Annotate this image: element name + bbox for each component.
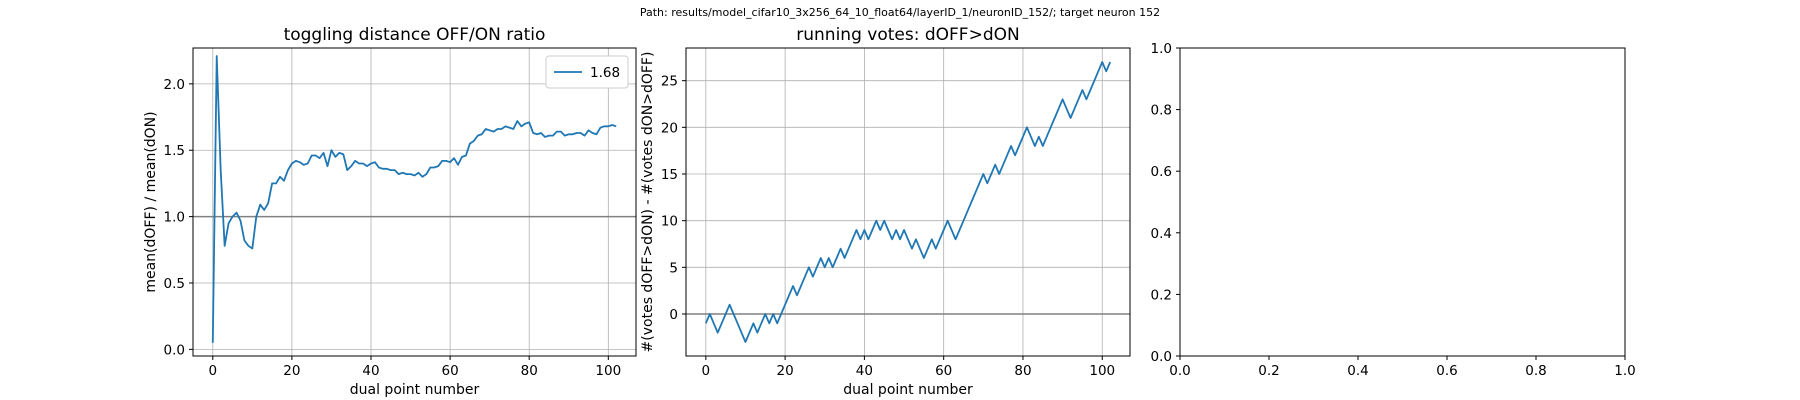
- y-tick-label: 0.0: [164, 342, 185, 358]
- x-tick-label: 40: [362, 363, 379, 379]
- y-tick-label: 2.0: [164, 77, 185, 93]
- x-tick-label: 0.6: [1436, 363, 1457, 379]
- x-tick-label: 20: [777, 363, 794, 379]
- x-tick-label: 20: [283, 363, 300, 379]
- y-tick-label: 1.0: [164, 210, 185, 226]
- chart-title: toggling distance OFF/ON ratio: [284, 25, 546, 45]
- figure-suptitle: Path: results/model_cifar10_3x256_64_10_…: [640, 6, 1160, 19]
- plot-frame: [1179, 47, 1626, 357]
- x-tick-label: 0.2: [1258, 363, 1279, 379]
- chart-panel-2: 0 20 40 60 80 100 0 5 10 15 20 25 running votes: dOF…: [640, 25, 1131, 398]
- y-axis-label: #(votes dOFF>dON) - #(votes dON>dOFF): [640, 52, 656, 353]
- legend-label: 1.68: [590, 65, 620, 81]
- y-tick-label: 0.4: [1151, 226, 1172, 242]
- y-tick-label: 0.8: [1151, 103, 1172, 119]
- chart-panel-3: 0.0 0.2 0.4 0.6 0.8 1.0 0.0 0.2 0.4 0.6 0.8 1.0: [1151, 41, 1636, 379]
- x-tick-label: 80: [521, 363, 538, 379]
- y-tick-label: 0.6: [1151, 164, 1172, 180]
- y-tick-label: 15: [661, 167, 678, 183]
- legend-box: [545, 55, 629, 89]
- y-tick-label: 0.0: [1151, 349, 1172, 365]
- chart-title: running votes: dOFF>dON: [796, 25, 1019, 45]
- y-tick-label: 20: [661, 120, 678, 136]
- series-line-1: [211, 55, 617, 343]
- x-tick-label: 0: [208, 363, 217, 379]
- x-tick-label: 60: [442, 363, 459, 379]
- plot-frame: [685, 47, 1131, 357]
- y-tick-label: 1.5: [164, 143, 185, 159]
- y-tick-label: 1.0: [1151, 41, 1172, 57]
- series-line-1: [704, 61, 1112, 343]
- x-tick-label: 0.4: [1347, 363, 1368, 379]
- x-tick-label: 40: [856, 363, 873, 379]
- x-tick-label: 0.0: [1169, 363, 1190, 379]
- x-tick-label: 80: [1014, 363, 1031, 379]
- x-axis-label: dual point number: [350, 382, 480, 398]
- x-tick-label: 1.0: [1614, 363, 1635, 379]
- y-tick-label: 0: [669, 307, 678, 323]
- plot-area: [193, 48, 636, 356]
- y-tick-label: 10: [661, 214, 678, 230]
- y-axis-label: mean(dOFF) / mean(dON): [143, 111, 159, 292]
- y-tick-label: 5: [669, 260, 678, 276]
- x-tick-label: 0: [702, 363, 711, 379]
- x-tick-label: 100: [595, 363, 621, 379]
- plot-area: [686, 48, 1130, 356]
- x-tick-label: 100: [1089, 363, 1115, 379]
- x-axis-label: dual point number: [843, 382, 973, 398]
- x-tick-label: 60: [935, 363, 952, 379]
- y-tick-label: 25: [661, 74, 678, 90]
- y-tick-label: 0.2: [1151, 287, 1172, 303]
- chart-panel-1: 0 20 40 60 80 100 0.0 0.5 1.0 1.5 2.0 toggling dist…: [143, 25, 637, 398]
- y-tick-label: 0.5: [164, 276, 185, 292]
- x-tick-label: 0.8: [1525, 363, 1546, 379]
- plot-frame: [192, 47, 637, 357]
- plot-area: [1180, 48, 1625, 356]
